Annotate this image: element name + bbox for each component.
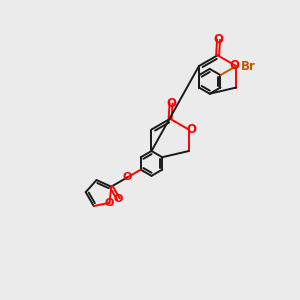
Text: O: O xyxy=(214,33,224,46)
Text: O: O xyxy=(123,172,132,182)
Text: O: O xyxy=(166,97,176,110)
Text: O: O xyxy=(186,123,196,136)
Text: O: O xyxy=(114,194,123,204)
Text: O: O xyxy=(105,198,114,208)
Text: O: O xyxy=(230,59,240,72)
Text: Br: Br xyxy=(241,60,255,73)
